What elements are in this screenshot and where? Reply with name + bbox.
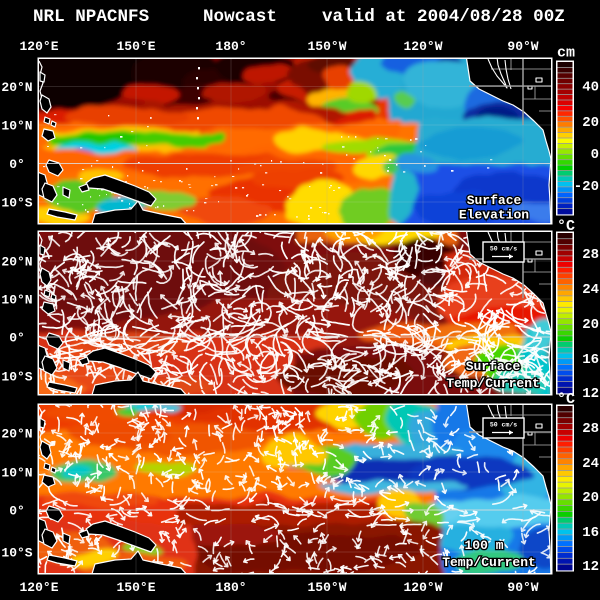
svg-text:Temp/Current: Temp/Current <box>442 555 536 570</box>
svg-text:valid at 2004/08/28 00Z: valid at 2004/08/28 00Z <box>322 7 565 27</box>
svg-text:12: 12 <box>582 559 599 575</box>
svg-text:10°N: 10°N <box>1 293 32 308</box>
svg-text:100 m: 100 m <box>464 538 503 553</box>
svg-text:0: 0 <box>591 147 599 163</box>
svg-text:150°E: 150°E <box>116 580 155 595</box>
svg-text:180°: 180° <box>215 39 246 54</box>
svg-text:40: 40 <box>582 80 599 96</box>
svg-text:24: 24 <box>582 456 599 472</box>
svg-text:28: 28 <box>582 247 599 263</box>
svg-text:Nowcast: Nowcast <box>203 7 277 27</box>
svg-text:150°W: 150°W <box>307 580 346 595</box>
svg-text:10°N: 10°N <box>1 466 32 481</box>
svg-text:20°N: 20°N <box>1 80 32 95</box>
svg-text:°C: °C <box>557 218 575 235</box>
svg-text:20: 20 <box>582 115 599 131</box>
svg-text:90°W: 90°W <box>507 580 538 595</box>
svg-text:20°N: 20°N <box>1 255 32 270</box>
svg-text:20: 20 <box>582 490 599 506</box>
svg-text:10°S: 10°S <box>1 546 32 561</box>
svg-text:16: 16 <box>582 352 599 368</box>
svg-text:Elevation: Elevation <box>459 208 529 223</box>
svg-text:28: 28 <box>582 421 599 437</box>
svg-text:Temp/Current: Temp/Current <box>446 376 540 391</box>
svg-text:50 cm/s: 50 cm/s <box>490 422 517 429</box>
svg-text:16: 16 <box>582 525 599 541</box>
svg-text:180°: 180° <box>215 580 246 595</box>
svg-text:12: 12 <box>582 386 599 402</box>
svg-text:Surface: Surface <box>467 193 522 208</box>
svg-text:0°: 0° <box>9 504 25 519</box>
svg-text:10°S: 10°S <box>1 196 32 211</box>
svg-text:cm: cm <box>557 45 575 62</box>
svg-text:120°W: 120°W <box>403 39 442 54</box>
svg-text:20: 20 <box>582 317 599 333</box>
svg-text:24: 24 <box>582 282 599 298</box>
svg-text:90°W: 90°W <box>507 39 538 54</box>
svg-text:150°W: 150°W <box>307 39 346 54</box>
svg-text:0°: 0° <box>9 331 25 346</box>
svg-text:120°W: 120°W <box>403 580 442 595</box>
svg-text:120°E: 120°E <box>19 39 58 54</box>
svg-text:10°N: 10°N <box>1 119 32 134</box>
svg-text:20°N: 20°N <box>1 427 32 442</box>
svg-text:10°S: 10°S <box>1 370 32 385</box>
svg-text:NRL NPACNFS: NRL NPACNFS <box>33 7 150 27</box>
svg-text:-20: -20 <box>574 179 599 195</box>
svg-text:120°E: 120°E <box>19 580 58 595</box>
svg-text:150°E: 150°E <box>116 39 155 54</box>
svg-text:0°: 0° <box>9 157 25 172</box>
svg-text:Surface: Surface <box>466 359 521 374</box>
svg-text:°C: °C <box>557 391 575 408</box>
svg-text:50 cm/s: 50 cm/s <box>490 246 517 253</box>
